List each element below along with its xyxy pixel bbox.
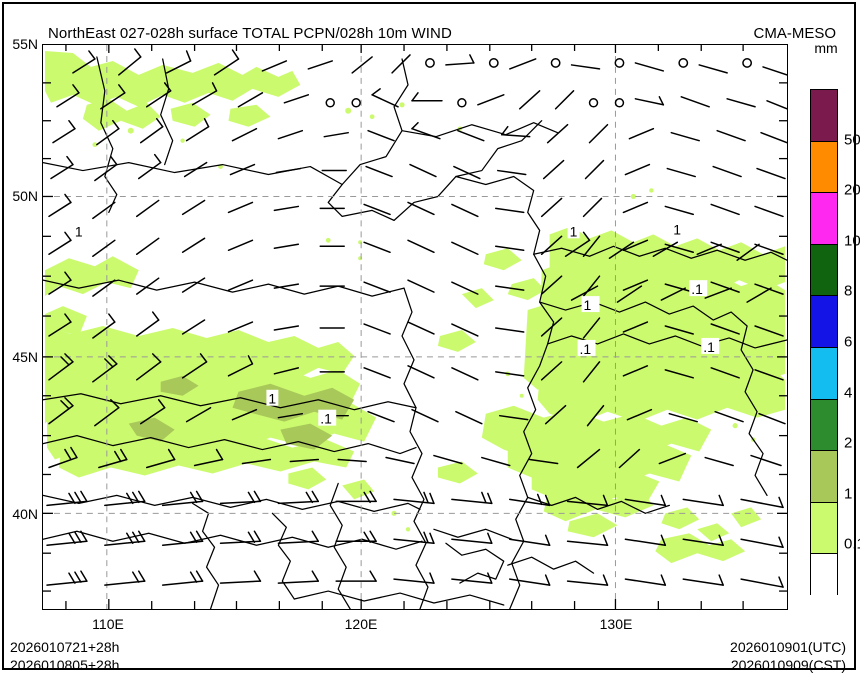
ytick-label-40N: 40N [12, 506, 38, 522]
weather-map[interactable]: 1 1 .1 1 1 1 .1 .1 .1 [42, 44, 788, 610]
colorbar-label-50: 50 [844, 131, 860, 149]
svg-text:.1: .1 [703, 339, 715, 355]
contour-labels: 1 1 .1 1 1 1 .1 .1 .1 [72, 220, 720, 427]
svg-text:1: 1 [584, 297, 592, 313]
colorbar-label-2: 2 [844, 434, 853, 452]
colorbar-unit: mm [814, 40, 838, 56]
xtick-label-110E: 110E [92, 616, 124, 632]
colorbar-band-10 [811, 244, 837, 297]
svg-text:1: 1 [570, 223, 578, 239]
init-time-utc: 2026010721+28h [10, 639, 120, 655]
colorbar-label-4: 4 [844, 384, 853, 402]
footer-right: 2026010901(UTC) 2026010909(CST) [730, 638, 846, 674]
colorbar-label-0.1: 0.1 [844, 535, 860, 553]
page-title: NorthEast 027-028h surface TOTAL PCPN/02… [48, 25, 452, 42]
svg-text:.1: .1 [580, 341, 592, 357]
colorbar-band-2 [811, 451, 837, 503]
xtick-label-120E: 120E [344, 616, 378, 632]
map-ticks [43, 45, 787, 609]
wind-barbs [46, 48, 787, 588]
colorbar-label-20: 20 [844, 181, 860, 199]
colorbar-band-6 [811, 347, 837, 400]
svg-text:1: 1 [673, 221, 681, 237]
colorbar-label-10: 10 [844, 232, 860, 250]
precip-shading-0p1 [44, 50, 786, 564]
colorbar-band-1 [811, 502, 837, 555]
xtick-label-130E: 130E [599, 616, 633, 632]
colorbar-band-top [811, 90, 837, 142]
ytick-label-45N: 45N [12, 349, 38, 365]
svg-text:1: 1 [75, 223, 83, 239]
init-time-cst: 2026010805+28h [10, 657, 120, 673]
ytick-label-50N: 50N [12, 188, 38, 204]
map-canvas: 1 1 .1 1 1 1 .1 .1 .1 [43, 45, 787, 609]
colorbar-label-6: 6 [844, 333, 853, 351]
model-label: CMA-MESO [753, 25, 837, 42]
colorbar-band-50 [811, 141, 837, 194]
svg-text:.1: .1 [691, 281, 703, 297]
footer-left: 2026010721+28h 2026010805+28h [10, 638, 119, 674]
valid-time-cst: 2026010909(CST) [730, 657, 846, 673]
valid-time-utc: 2026010901(UTC) [730, 639, 846, 655]
colorbar-band-0.1 [811, 554, 837, 605]
colorbar-band-20 [811, 193, 837, 245]
colorbar-label-1: 1 [844, 485, 853, 503]
svg-text:1: 1 [268, 391, 276, 407]
colorbar [810, 89, 838, 605]
map-gridlines [43, 45, 787, 609]
colorbar-label-8: 8 [844, 282, 853, 300]
colorbar-band-8 [811, 296, 837, 348]
colorbar-band-4 [811, 399, 837, 452]
ytick-label-55N: 55N [12, 36, 38, 52]
svg-text:.1: .1 [320, 411, 332, 427]
